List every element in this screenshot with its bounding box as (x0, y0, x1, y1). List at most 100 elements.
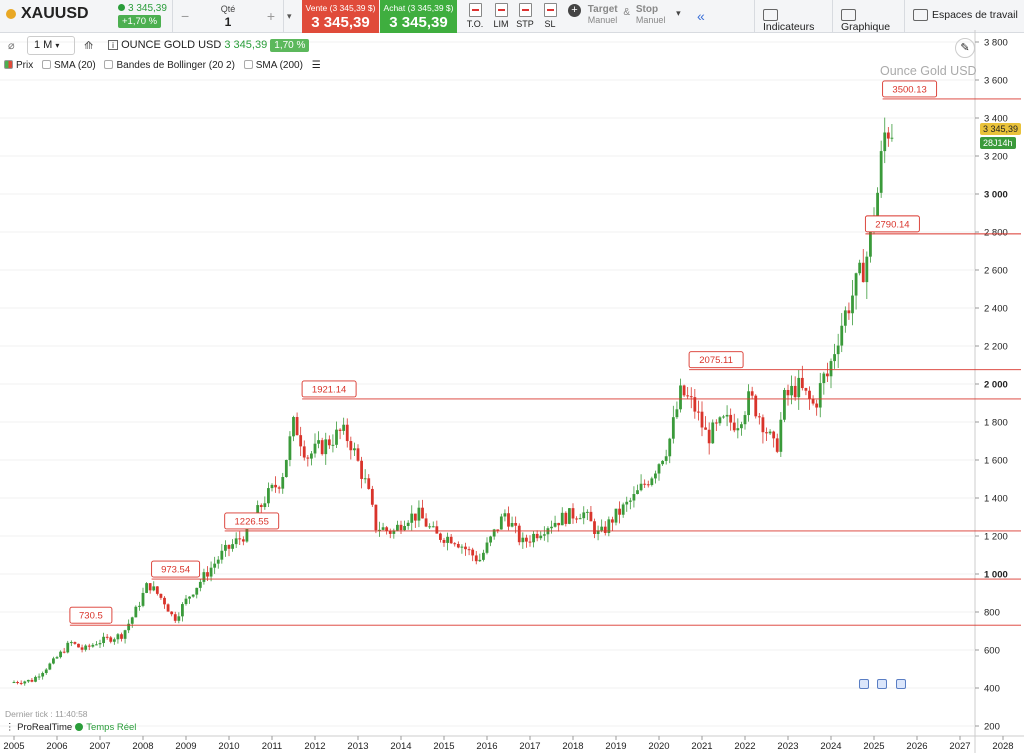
candle-body (736, 428, 740, 431)
candle-body (596, 530, 600, 535)
candle-body (675, 409, 679, 418)
y-tick-label: 2 000 (984, 380, 1008, 391)
candle-body (539, 535, 543, 539)
candle-body (62, 651, 66, 653)
buy-button[interactable]: Achat (3 345,39 $) 3 345,39 (380, 0, 457, 33)
legend-sma200[interactable]: SMA (200) (243, 60, 303, 71)
candle-body (216, 559, 220, 564)
tool-icon[interactable] (896, 679, 906, 689)
candle-body (130, 617, 134, 624)
minus-icon[interactable]: − (181, 8, 190, 24)
candle-body (277, 487, 281, 489)
candle-body (664, 456, 668, 461)
menu-icon[interactable]: ⋮ (5, 722, 15, 733)
candle-body (381, 527, 385, 530)
qty-value[interactable]: 1 (224, 15, 232, 29)
order-type-lim[interactable]: LIM (488, 3, 514, 29)
level-box (69, 606, 113, 624)
tool-icon[interactable] (877, 679, 887, 689)
candle-body (496, 529, 500, 531)
price-chart[interactable]: 3 800 3 600 3 400 3 200 3 000 2 800 2 600 2 400… (0, 30, 1024, 753)
candle-body (446, 536, 449, 543)
timeframe-select[interactable]: 1 M ▾ (27, 36, 75, 55)
status-dot-icon (75, 723, 84, 731)
paperclip-icon[interactable]: ⌀ (8, 40, 15, 52)
candle-body (478, 559, 482, 562)
candle-body (270, 484, 274, 489)
candle-body (202, 572, 206, 582)
candle-body (231, 544, 234, 549)
candle-body (492, 529, 496, 537)
legend-bollinger[interactable]: Bandes de Bollinger (20 2) (104, 60, 235, 71)
candle-body (181, 604, 184, 617)
candle-body (865, 256, 869, 283)
candle-body (227, 544, 231, 549)
candle-body (869, 223, 872, 257)
candle-body (879, 151, 883, 193)
list-icon[interactable]: ☰ (311, 60, 321, 71)
legend: Prix SMA (20) Bandes de Bollinger (20 2)… (4, 60, 327, 75)
candle-body (560, 512, 564, 526)
candle-body (514, 522, 518, 526)
chart-style-icon[interactable]: ⟰ (84, 40, 94, 52)
x-tick-label: 2009 (175, 741, 196, 752)
x-tick-label: 2027 (949, 741, 970, 752)
candle-body (639, 483, 643, 491)
level-label: 2790.14 (875, 219, 909, 230)
order-type-label: T.O. (466, 19, 484, 29)
candle-body (353, 448, 356, 451)
chevron-down-icon[interactable]: ▾ (287, 11, 292, 21)
quantity-stepper[interactable]: − Qté 1 + (172, 0, 284, 33)
candle-body (510, 522, 514, 527)
symbol-title[interactable]: XAUUSD (6, 5, 89, 23)
instrument-price: 3 345,39 (224, 39, 268, 51)
candle-body (123, 630, 127, 639)
x-tick-label: 2018 (562, 741, 583, 752)
tool-icon[interactable] (859, 679, 869, 689)
candle-body (833, 354, 836, 362)
candle-body (783, 389, 786, 420)
candle-body (507, 513, 510, 527)
candle-body (786, 389, 790, 396)
collapse-icon[interactable]: « (697, 8, 705, 24)
candle-body (327, 439, 331, 446)
instrument-label: OUNCE GOLD USD (121, 39, 222, 51)
wrench-icon[interactable]: ✎ (955, 38, 975, 58)
y-tick-label: 1 600 (984, 456, 1008, 467)
chart-button[interactable]: Graphique (832, 0, 902, 33)
workspace-button[interactable]: Espaces de travail (904, 0, 1024, 33)
target-stop[interactable]: + Target Manuel & Stop Manuel ▾ (568, 4, 681, 26)
candle-body (797, 377, 801, 398)
legend-price[interactable]: Prix (4, 60, 33, 71)
candle-body (52, 658, 55, 664)
candle-body (410, 513, 414, 523)
candle-body (464, 546, 467, 550)
y-tick-label: 3 200 (984, 152, 1008, 163)
candle-body (585, 511, 589, 513)
change-badge: +1,70 % (118, 15, 162, 28)
order-icon (543, 3, 557, 17)
candle-body (396, 524, 399, 531)
candle-body (843, 310, 847, 326)
candle-body (829, 361, 833, 377)
symbol-label: XAUUSD (21, 5, 89, 22)
chevron-down-icon[interactable]: ▾ (676, 8, 681, 18)
y-tick-label: 3 600 (984, 76, 1008, 87)
legend-sma20[interactable]: SMA (20) (42, 60, 96, 71)
order-type-stp[interactable]: STP (512, 3, 538, 29)
candle-body (471, 549, 475, 556)
plus-icon[interactable]: + (266, 8, 275, 24)
candle-body (424, 518, 428, 527)
target-label: Target (587, 4, 618, 15)
order-type-to[interactable]: T.O. (462, 3, 488, 29)
indicators-icon (763, 9, 778, 22)
sell-button[interactable]: Vente (3 345,39 $) 3 345,39 (302, 0, 379, 33)
plus-circle-icon[interactable]: + (568, 4, 581, 17)
candle-body (195, 587, 199, 595)
level-box (151, 560, 201, 578)
legend-label: SMA (20) (54, 60, 96, 71)
indicators-button[interactable]: Indicateurs (754, 0, 830, 33)
order-type-sl[interactable]: SL (537, 3, 563, 29)
candle-body (847, 310, 851, 314)
candle-body (134, 606, 138, 618)
